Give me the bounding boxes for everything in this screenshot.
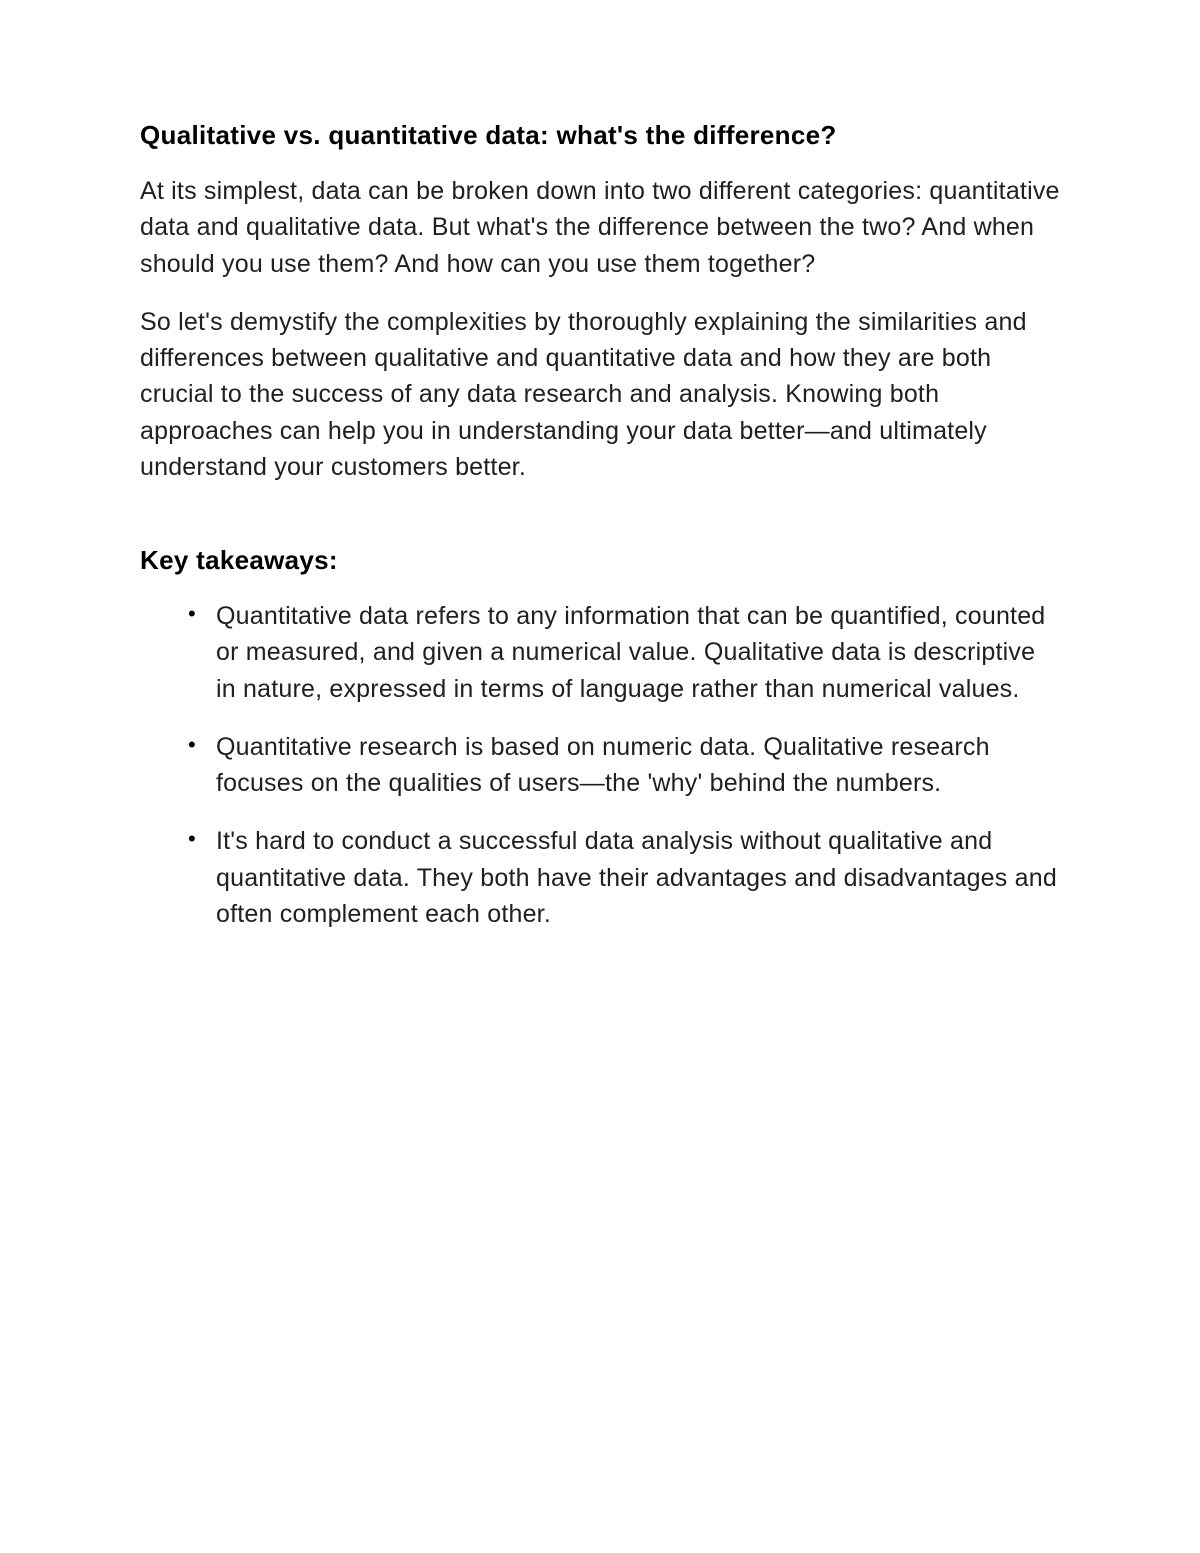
list-item: Quantitative research is based on numeri… xyxy=(188,729,1060,802)
intro-paragraph-1: At its simplest, data can be broken down… xyxy=(140,173,1060,282)
list-item: It's hard to conduct a successful data a… xyxy=(188,823,1060,932)
intro-paragraph-2: So let's demystify the complexities by t… xyxy=(140,304,1060,485)
document-title: Qualitative vs. quantitative data: what'… xyxy=(140,120,1060,151)
key-takeaways-heading: Key takeaways: xyxy=(140,545,1060,576)
list-item: Quantitative data refers to any informat… xyxy=(188,598,1060,707)
key-takeaways-list: Quantitative data refers to any informat… xyxy=(140,598,1060,932)
